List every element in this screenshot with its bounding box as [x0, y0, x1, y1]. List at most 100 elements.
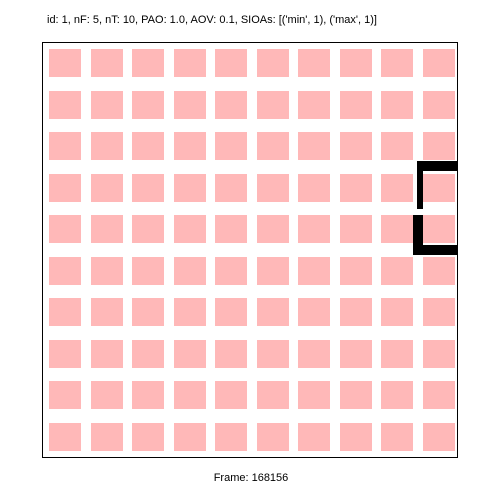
- board-cell-r0-c1[interactable]: [90, 49, 123, 77]
- board-cell-r6-c3[interactable]: [173, 298, 206, 326]
- board-cell-r7-c0[interactable]: [49, 339, 81, 368]
- board-cell-r3-c1[interactable]: [90, 173, 123, 202]
- board-cell-r7-c2[interactable]: [132, 339, 164, 368]
- board-cell-r5-c3[interactable]: [173, 256, 206, 285]
- board-cell-r2-c7[interactable]: [339, 132, 372, 160]
- board-cell-r6-c0[interactable]: [49, 298, 81, 326]
- board-cell-r7-c9[interactable]: [422, 339, 455, 368]
- board-cell-r8-c0[interactable]: [49, 381, 81, 409]
- board-cell-r5-c4[interactable]: [215, 256, 247, 285]
- board-cell-r9-c4[interactable]: [215, 422, 247, 451]
- board-cell-r3-c3[interactable]: [173, 173, 206, 202]
- board-cell-r3-c4[interactable]: [215, 173, 247, 202]
- board-cell-r0-c3[interactable]: [173, 49, 206, 77]
- board-cell-r8-c4[interactable]: [215, 381, 247, 409]
- board-cell-r0-c0[interactable]: [49, 49, 81, 77]
- board-cell-r2-c5[interactable]: [256, 132, 289, 160]
- board-cell-r9-c1[interactable]: [90, 422, 123, 451]
- board-cell-r9-c3[interactable]: [173, 422, 206, 451]
- board-cell-r5-c6[interactable]: [298, 256, 330, 285]
- board-cell-r1-c1[interactable]: [90, 90, 123, 119]
- board-cell-r1-c7[interactable]: [339, 90, 372, 119]
- board-cell-r8-c1[interactable]: [90, 381, 123, 409]
- board-cell-r0-c5[interactable]: [256, 49, 289, 77]
- board-cell-r7-c3[interactable]: [173, 339, 206, 368]
- board-cell-r1-c4[interactable]: [215, 90, 247, 119]
- board-cell-r4-c6[interactable]: [298, 215, 330, 243]
- board-cell-r8-c6[interactable]: [298, 381, 330, 409]
- board-cell-r4-c5[interactable]: [256, 215, 289, 243]
- board-cell-r2-c3[interactable]: [173, 132, 206, 160]
- board-cell-r7-c1[interactable]: [90, 339, 123, 368]
- board-cell-r1-c0[interactable]: [49, 90, 81, 119]
- board-cell-r2-c1[interactable]: [90, 132, 123, 160]
- board-cell-r4-c8[interactable]: [381, 215, 413, 243]
- board-cell-r8-c3[interactable]: [173, 381, 206, 409]
- board-cell-r6-c1[interactable]: [90, 298, 123, 326]
- board-cell-r5-c0[interactable]: [49, 256, 81, 285]
- board-cell-r3-c6[interactable]: [298, 173, 330, 202]
- board-cell-r5-c9[interactable]: [422, 256, 455, 285]
- board-cell-r2-c8[interactable]: [381, 132, 413, 160]
- board-cell-r1-c3[interactable]: [173, 90, 206, 119]
- board-cell-r6-c8[interactable]: [381, 298, 413, 326]
- board-cell-r0-c7[interactable]: [339, 49, 372, 77]
- board-cell-r4-c2[interactable]: [132, 215, 164, 243]
- board-cell-r2-c6[interactable]: [298, 132, 330, 160]
- board-cell-r2-c4[interactable]: [215, 132, 247, 160]
- board-cell-r9-c5[interactable]: [256, 422, 289, 451]
- board-cell-r7-c5[interactable]: [256, 339, 289, 368]
- board-cell-r3-c8[interactable]: [381, 173, 413, 202]
- board-cell-r4-c1[interactable]: [90, 215, 123, 243]
- board-cell-r8-c2[interactable]: [132, 381, 164, 409]
- board-cell-r7-c4[interactable]: [215, 339, 247, 368]
- board-cell-r9-c0[interactable]: [49, 422, 81, 451]
- board-cell-r3-c7[interactable]: [339, 173, 372, 202]
- board-cell-r5-c5[interactable]: [256, 256, 289, 285]
- board-cell-r6-c2[interactable]: [132, 298, 164, 326]
- board-cell-r5-c8[interactable]: [381, 256, 413, 285]
- board-cell-r2-c9[interactable]: [422, 132, 455, 160]
- board-cell-r3-c2[interactable]: [132, 173, 164, 202]
- board-cell-r6-c4[interactable]: [215, 298, 247, 326]
- board-cell-r1-c5[interactable]: [256, 90, 289, 119]
- board-cell-r4-c3[interactable]: [173, 215, 206, 243]
- board-cell-r0-c9[interactable]: [422, 49, 455, 77]
- board-cell-r9-c2[interactable]: [132, 422, 164, 451]
- board-cell-r5-c1[interactable]: [90, 256, 123, 285]
- board-cell-r9-c8[interactable]: [381, 422, 413, 451]
- board-cell-r7-c7[interactable]: [339, 339, 372, 368]
- board-cell-r7-c6[interactable]: [298, 339, 330, 368]
- board-cell-r8-c7[interactable]: [339, 381, 372, 409]
- board-cell-r5-c2[interactable]: [132, 256, 164, 285]
- board-cell-r3-c0[interactable]: [49, 173, 81, 202]
- board-cell-r0-c2[interactable]: [132, 49, 164, 77]
- board-cell-r4-c7[interactable]: [339, 215, 372, 243]
- board-cell-r7-c8[interactable]: [381, 339, 413, 368]
- board-cell-r1-c6[interactable]: [298, 90, 330, 119]
- board-cell-r4-c0[interactable]: [49, 215, 81, 243]
- board-cell-r4-c4[interactable]: [215, 215, 247, 243]
- board-cell-r9-c6[interactable]: [298, 422, 330, 451]
- board-cell-r6-c7[interactable]: [339, 298, 372, 326]
- board-cell-r8-c8[interactable]: [381, 381, 413, 409]
- board-cell-r2-c2[interactable]: [132, 132, 164, 160]
- board-cell-r8-c5[interactable]: [256, 381, 289, 409]
- board-cell-r0-c4[interactable]: [215, 49, 247, 77]
- board-cell-r4-c9[interactable]: [422, 215, 455, 243]
- board-cell-r6-c9[interactable]: [422, 298, 455, 326]
- board-cell-r6-c6[interactable]: [298, 298, 330, 326]
- board-cell-r9-c7[interactable]: [339, 422, 372, 451]
- board-cell-r8-c9[interactable]: [422, 381, 455, 409]
- board-cell-r0-c6[interactable]: [298, 49, 330, 77]
- board-cell-r6-c5[interactable]: [256, 298, 289, 326]
- board-cell-r5-c7[interactable]: [339, 256, 372, 285]
- board-cell-r2-c0[interactable]: [49, 132, 81, 160]
- board-cell-r3-c9[interactable]: [422, 173, 455, 202]
- board-cell-r1-c8[interactable]: [381, 90, 413, 119]
- board-cell-r0-c8[interactable]: [381, 49, 413, 77]
- board-cell-r1-c2[interactable]: [132, 90, 164, 119]
- board-cell-r9-c9[interactable]: [422, 422, 455, 451]
- game-board[interactable]: [42, 42, 458, 458]
- board-cell-r1-c9[interactable]: [422, 90, 455, 119]
